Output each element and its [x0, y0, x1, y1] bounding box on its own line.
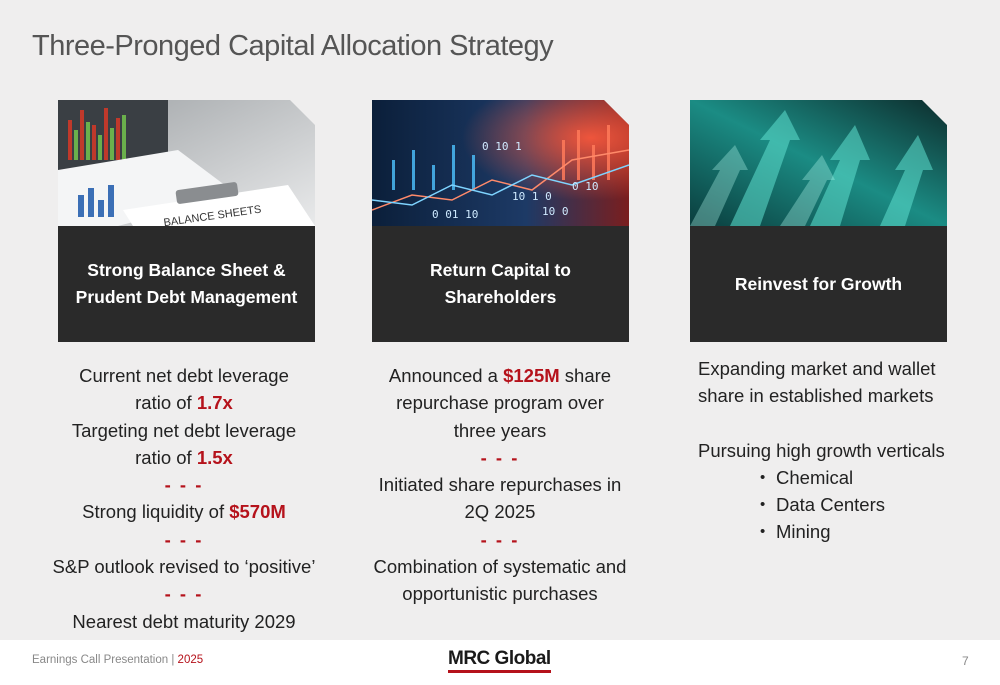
- text-line: Current net debt leverage: [79, 365, 289, 386]
- card-balance-sheet: BALANCE SHEETS Strong Balance Sheet & Pr…: [58, 100, 315, 342]
- text-line: Combination of systematic and: [373, 556, 627, 578]
- card-heading-line: Shareholders: [444, 287, 557, 307]
- text-line: ratio of 1.7x: [135, 392, 233, 414]
- svg-text:0 01 10: 0 01 10: [432, 208, 478, 221]
- list-item: Chemical: [760, 464, 988, 492]
- leverage-target-value: 1.5x: [196, 446, 233, 468]
- digital-data-image: 0 10 1 10 1 0 0 10 0 01 10 10 0: [372, 100, 629, 226]
- balance-sheet-image: BALANCE SHEETS: [58, 100, 315, 226]
- footer: [0, 640, 1000, 685]
- text-line: Announced a $125M share: [388, 365, 612, 386]
- text-line: three years: [453, 419, 547, 441]
- separator: - - -: [164, 474, 204, 496]
- text-line: repurchase program over: [396, 392, 604, 414]
- reinvest-details: Expanding market and wallet share in est…: [698, 355, 988, 546]
- repurchase-value: $125M: [503, 365, 560, 386]
- leverage-current-value: 1.7x: [196, 392, 233, 414]
- balance-sheet-details: Current net debt leverage ratio of 1.7x …: [40, 362, 328, 635]
- card-return-capital: 0 10 1 10 1 0 0 10 0 01 10 10 0 Return Capit…: [372, 100, 629, 342]
- text-line: Targeting net debt leverage: [71, 419, 297, 441]
- separator: - - -: [480, 446, 520, 468]
- svg-text:0 10: 0 10: [572, 180, 599, 193]
- separator: - - -: [164, 528, 204, 550]
- text-line: share in established markets: [698, 385, 934, 407]
- liquidity-value: $570M: [229, 501, 286, 523]
- text-line: Nearest debt maturity 2029: [72, 610, 296, 632]
- text-line: S&P outlook revised to ‘positive’: [52, 556, 316, 578]
- card-heading: Return Capital to Shareholders: [372, 226, 629, 342]
- growth-arrows-image: [690, 100, 947, 226]
- card-heading: Strong Balance Sheet & Prudent Debt Mana…: [58, 226, 315, 342]
- svg-text:10 1 0: 10 1 0: [512, 190, 552, 203]
- card-heading-line: Strong Balance Sheet &: [87, 260, 286, 280]
- svg-text:0 10 1: 0 10 1: [482, 140, 522, 153]
- slide-title: Three-Pronged Capital Allocation Strateg…: [32, 30, 554, 62]
- card-heading: Reinvest for Growth: [690, 226, 947, 342]
- footer-label: Earnings Call Presentation | 2025: [32, 654, 204, 666]
- text-line: opportunistic purchases: [402, 583, 598, 605]
- return-capital-details: Announced a $125M share repurchase progr…: [360, 362, 640, 608]
- company-logo: MRC Global: [448, 649, 551, 673]
- footer-year: 2025: [177, 654, 204, 666]
- card-heading-line: Reinvest for Growth: [734, 273, 903, 294]
- separator: - - -: [480, 528, 520, 550]
- card-reinvest: Reinvest for Growth: [690, 100, 947, 342]
- text-line: Strong liquidity of $570M: [82, 501, 286, 523]
- svg-text:10 0: 10 0: [542, 205, 569, 218]
- text-line: Pursuing high growth verticals: [698, 439, 945, 461]
- page-number: 7: [962, 654, 969, 668]
- list-item: Data Centers: [760, 491, 988, 519]
- card-heading-line: Prudent Debt Management: [75, 287, 298, 307]
- card-heading-line: Return Capital to: [430, 260, 571, 280]
- text-line: Expanding market and wallet: [698, 358, 936, 379]
- list-item: Mining: [760, 518, 988, 546]
- text-line: 2Q 2025: [464, 501, 536, 523]
- verticals-list: Chemical Data Centers Mining: [698, 464, 988, 546]
- text-line: ratio of 1.5x: [135, 446, 233, 468]
- separator: - - -: [164, 583, 204, 605]
- text-line: Initiated share repurchases in: [378, 474, 622, 496]
